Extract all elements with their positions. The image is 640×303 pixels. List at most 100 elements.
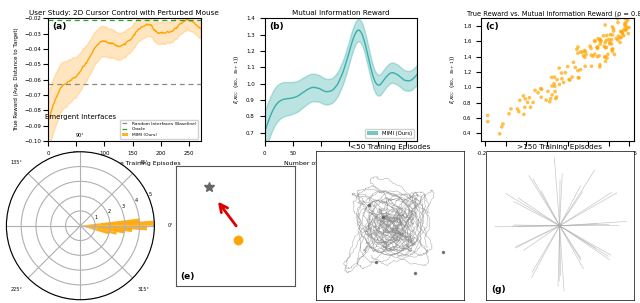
Y-axis label: $I(x_0;\ (s_0,\ s_{t+1}))$: $I(x_0;\ (s_0,\ s_{t+1}))$ — [232, 55, 241, 104]
Point — [563, 64, 573, 69]
Bar — [81, 226, 125, 233]
Point — [568, 60, 579, 65]
Title: Mutual Information Reward: Mutual Information Reward — [292, 10, 390, 16]
Point — [599, 44, 609, 49]
Point — [606, 37, 616, 42]
Point — [525, 105, 536, 110]
Point — [520, 96, 531, 101]
Point — [600, 55, 610, 59]
Point — [549, 81, 559, 86]
Point — [565, 78, 575, 82]
Point — [600, 45, 611, 50]
Point — [607, 25, 618, 29]
Point — [557, 76, 567, 81]
Point — [615, 35, 625, 40]
Point — [621, 16, 632, 21]
Point — [609, 28, 619, 33]
Point — [621, 28, 631, 33]
Bar — [81, 218, 140, 226]
Point — [536, 87, 547, 92]
Legend: MIMI (Ours): MIMI (Ours) — [365, 129, 415, 138]
Point — [551, 96, 561, 101]
Point — [613, 20, 623, 25]
Point — [506, 106, 516, 111]
Point — [564, 77, 574, 82]
Point — [601, 45, 611, 50]
Text: (a): (a) — [52, 22, 67, 31]
Point — [598, 33, 609, 38]
Point — [613, 34, 623, 38]
Title: User Study: 2D Cursor Control with Perturbed Mouse: User Study: 2D Cursor Control with Pertu… — [29, 10, 219, 16]
Point — [624, 25, 634, 30]
Point — [620, 24, 630, 29]
Point — [607, 49, 618, 54]
Point — [550, 84, 560, 89]
Point — [605, 40, 615, 45]
Point — [589, 52, 600, 57]
Point — [536, 95, 547, 100]
Point — [623, 18, 633, 23]
Point — [600, 55, 611, 59]
Point — [552, 95, 562, 99]
Point — [483, 119, 493, 124]
X-axis label: Number of Online Training Episodes: Number of Online Training Episodes — [68, 161, 180, 166]
Point — [524, 95, 534, 100]
Y-axis label: True Reward (Avg. Distance to Target): True Reward (Avg. Distance to Target) — [14, 28, 19, 131]
Point — [607, 47, 617, 52]
Text: (g): (g) — [492, 285, 506, 294]
Point — [575, 67, 586, 72]
Point — [595, 65, 605, 69]
Point — [559, 80, 569, 85]
Point — [547, 92, 557, 97]
Point — [518, 93, 529, 98]
Point — [600, 40, 611, 45]
Point — [567, 75, 577, 79]
Point — [585, 44, 595, 48]
Point — [595, 38, 605, 43]
Point — [552, 77, 562, 82]
Point — [530, 88, 540, 93]
Point — [589, 38, 600, 43]
Point — [515, 98, 525, 103]
X-axis label: Number of Online Training Episodes: Number of Online Training Episodes — [285, 161, 397, 166]
Point — [495, 132, 505, 136]
Point — [612, 16, 623, 21]
Point — [595, 38, 605, 43]
Bar — [81, 221, 154, 226]
Point — [593, 45, 603, 49]
Point — [619, 33, 629, 38]
Title: True Reward vs. Mutual Information Reward (ρ = 0.87): True Reward vs. Mutual Information Rewar… — [467, 10, 640, 17]
Point — [504, 112, 514, 116]
Point — [545, 96, 556, 101]
Point — [621, 20, 631, 25]
Point — [604, 37, 614, 42]
Point — [554, 66, 564, 71]
Point — [570, 65, 580, 70]
Point — [608, 47, 618, 52]
Bar — [81, 226, 147, 230]
Point — [550, 89, 560, 94]
Point — [595, 42, 605, 47]
Point — [600, 22, 611, 27]
Y-axis label: $I(x_0;\ (s_0,\ s_{t+1}))$: $I(x_0;\ (s_0,\ s_{t+1}))$ — [449, 55, 458, 104]
Point — [604, 42, 614, 46]
Point — [588, 54, 598, 59]
Point — [581, 52, 591, 57]
Point — [572, 47, 582, 52]
Point — [578, 53, 588, 58]
Point — [622, 25, 632, 30]
Point — [616, 29, 627, 34]
Legend: Random Interfaces (Baseline), Oracle, MIMI (Ours): Random Interfaces (Baseline), Oracle, MI… — [120, 120, 198, 139]
Point — [595, 37, 605, 42]
Text: (c): (c) — [486, 22, 499, 31]
Point — [533, 90, 543, 95]
Point — [498, 122, 508, 126]
Point — [596, 39, 606, 44]
Point — [549, 75, 559, 79]
Point — [541, 98, 551, 102]
Point — [611, 36, 621, 41]
Point — [554, 82, 564, 87]
Point — [579, 48, 589, 53]
Point — [560, 70, 570, 75]
Point — [520, 105, 530, 110]
